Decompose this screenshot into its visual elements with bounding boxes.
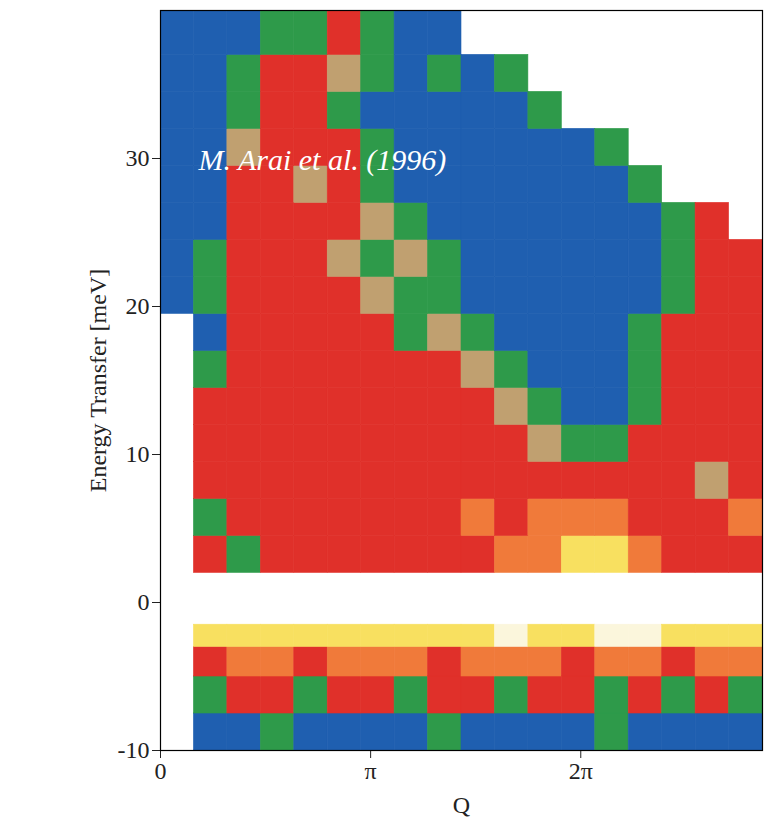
svg-text:10: 10 xyxy=(126,441,150,467)
svg-text:0: 0 xyxy=(155,758,167,784)
svg-text:π: π xyxy=(365,758,377,784)
svg-text:30: 30 xyxy=(126,145,150,171)
svg-text:Energy Transfer [meV]: Energy Transfer [meV] xyxy=(85,269,111,493)
svg-text:2π: 2π xyxy=(569,758,593,784)
svg-text:M. Arai et al. (1996): M. Arai et al. (1996) xyxy=(198,143,447,177)
svg-text:Q: Q xyxy=(453,792,470,817)
svg-text:-10: -10 xyxy=(118,737,150,763)
svg-text:0: 0 xyxy=(138,589,150,615)
svg-text:20: 20 xyxy=(126,293,150,319)
